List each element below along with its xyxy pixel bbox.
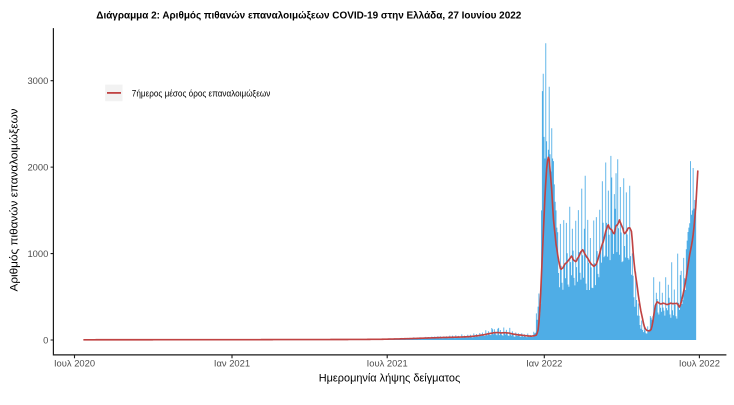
svg-text:2000: 2000 (27, 161, 48, 172)
svg-text:0: 0 (43, 334, 48, 345)
svg-text:1000: 1000 (27, 248, 48, 259)
svg-text:3000: 3000 (27, 75, 48, 86)
svg-text:Ημερομηνία λήψης δείγματος: Ημερομηνία λήψης δείγματος (319, 373, 461, 385)
svg-text:7ήμερος μέσος όρος επαναλοιμώξ: 7ήμερος μέσος όρος επαναλοιμώξεων (132, 89, 271, 100)
svg-text:Ιουλ 2022: Ιουλ 2022 (679, 358, 720, 369)
svg-text:Ιουλ 2021: Ιουλ 2021 (367, 358, 408, 369)
svg-text:Διάγραμμα 2: Αριθμός πιθανών ε: Διάγραμμα 2: Αριθμός πιθανών επαναλοιμώξ… (96, 11, 521, 22)
svg-text:Αριθμός πιθανών επαναλοιμώξεων: Αριθμός πιθανών επαναλοιμώξεων (9, 108, 21, 292)
svg-text:Ιαν 2022: Ιαν 2022 (526, 358, 562, 369)
svg-text:Ιουλ 2020: Ιουλ 2020 (54, 358, 95, 369)
svg-text:Ιαν 2021: Ιαν 2021 (214, 358, 250, 369)
